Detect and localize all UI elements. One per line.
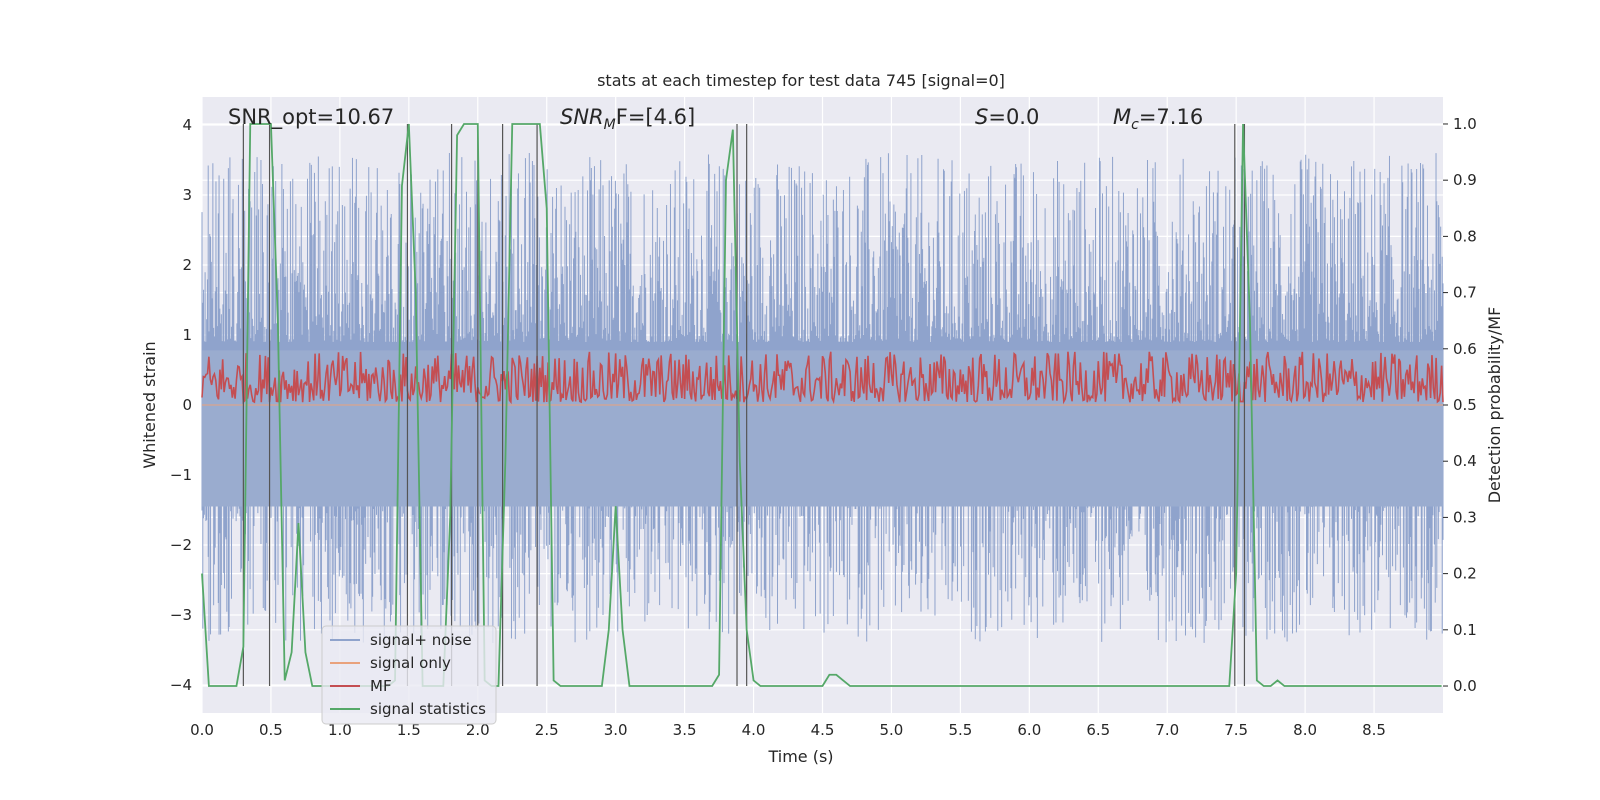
y-right-tick-label-5: 0.5 bbox=[1453, 396, 1477, 414]
annotation-s-value: =0.0 bbox=[988, 105, 1039, 129]
y-left-tick-label-8: 4 bbox=[182, 116, 192, 134]
y-axis-right-label: Detection probability/MF bbox=[1485, 307, 1504, 504]
x-tick-label-1: 0.5 bbox=[259, 721, 283, 739]
annotation-snr-mf: SNRMF=[4.6] bbox=[560, 105, 695, 133]
mf-line bbox=[201, 351, 1444, 405]
x-tick-label-9: 4.5 bbox=[811, 721, 835, 739]
x-tick-label-16: 8.0 bbox=[1293, 721, 1317, 739]
annotation-snr-mf-value: F=[4.6] bbox=[616, 105, 695, 129]
legend-box bbox=[321, 625, 497, 725]
x-axis-ticks: 0.0 0.5 1.0 1.5 2.0 2.5 3.0 3.5 4.0 4.5 5.0 5.5 6.0 6… bbox=[190, 721, 1386, 739]
y-left-tick-label-1: −3 bbox=[170, 606, 192, 624]
x-tick-label-17: 8.5 bbox=[1362, 721, 1386, 739]
y-left-tick-label-6: 2 bbox=[182, 256, 192, 274]
legend-label-mf: MF bbox=[370, 677, 392, 695]
x-tick-label-13: 6.5 bbox=[1086, 721, 1110, 739]
x-tick-label-0: 0.0 bbox=[190, 721, 214, 739]
annotation-mc: Mc=7.16 bbox=[1113, 105, 1203, 133]
x-axis-label: Time (s) bbox=[767, 747, 833, 766]
y-right-tick-label-6: 0.6 bbox=[1453, 340, 1477, 358]
y-right-tick-label-10: 1.0 bbox=[1453, 115, 1477, 133]
chart-title: stats at each timestep for test data 745… bbox=[597, 71, 1005, 90]
y-axis-right-ticks: 0.0 0.1 0.2 0.3 0.4 0.5 0.6 0.7 0.8 0.9 1.0 bbox=[1443, 115, 1477, 695]
x-tick-label-11: 5.5 bbox=[948, 721, 972, 739]
x-tick-label-2: 1.0 bbox=[328, 721, 352, 739]
annotation-s: S=0.0 bbox=[975, 105, 1039, 129]
y-left-tick-label-5: 1 bbox=[182, 326, 192, 344]
vertical-markers bbox=[242, 123, 1246, 687]
legend-label-signal-noise: signal+ noise bbox=[370, 631, 472, 649]
annotation-mc-subscript: c bbox=[1131, 117, 1139, 133]
y-left-tick-label-0: −4 bbox=[170, 676, 192, 694]
legend-label-signal-only: signal only bbox=[370, 654, 451, 672]
x-tick-label-14: 7.0 bbox=[1155, 721, 1179, 739]
x-tick-label-10: 5.0 bbox=[880, 721, 904, 739]
x-tick-label-8: 4.0 bbox=[742, 721, 766, 739]
y-right-tick-label-7: 0.7 bbox=[1453, 284, 1477, 302]
annotation-s-base: S bbox=[975, 105, 988, 129]
x-tick-label-4: 2.0 bbox=[466, 721, 490, 739]
x-tick-label-3: 1.5 bbox=[397, 721, 421, 739]
mf-series bbox=[201, 351, 1444, 405]
y-right-tick-label-4: 0.4 bbox=[1453, 452, 1477, 470]
y-right-tick-label-1: 0.1 bbox=[1453, 621, 1477, 639]
annotation-mc-value: =7.16 bbox=[1139, 105, 1203, 129]
annotation-mc-base: M bbox=[1113, 105, 1131, 129]
y-right-tick-label-0: 0.0 bbox=[1453, 677, 1477, 695]
y-left-tick-label-4: 0 bbox=[182, 396, 192, 414]
signal-statistics-line bbox=[201, 123, 1442, 687]
x-tick-label-5: 2.5 bbox=[535, 721, 559, 739]
x-tick-label-12: 6.0 bbox=[1017, 721, 1041, 739]
y-left-tick-label-3: −1 bbox=[170, 466, 192, 484]
y-right-tick-label-3: 0.3 bbox=[1453, 508, 1477, 526]
y-left-tick-label-2: −2 bbox=[170, 536, 192, 554]
y-left-tick-label-7: 3 bbox=[182, 186, 192, 204]
annotation-snr-mf-base: SNR bbox=[560, 105, 604, 129]
y-right-tick-label-2: 0.2 bbox=[1453, 565, 1477, 583]
legend: signal+ noise signal only MF signal stat… bbox=[321, 625, 497, 725]
y-axis-left-ticks: −4 −3 −2 −1 0 1 2 3 4 bbox=[170, 116, 192, 694]
x-tick-label-15: 7.5 bbox=[1224, 721, 1248, 739]
signal-statistics-series bbox=[201, 123, 1442, 687]
y-axis-left-label: Whitened strain bbox=[140, 341, 159, 468]
y-right-tick-label-9: 0.9 bbox=[1453, 171, 1477, 189]
y-right-tick-label-8: 0.8 bbox=[1453, 227, 1477, 245]
x-tick-label-7: 3.5 bbox=[673, 721, 697, 739]
x-tick-label-6: 3.0 bbox=[604, 721, 628, 739]
annotation-snr-opt: SNR_opt=10.67 bbox=[228, 105, 394, 130]
annotation-snr-mf-subscript: M bbox=[604, 117, 616, 133]
legend-label-signal-statistics: signal statistics bbox=[370, 700, 486, 718]
